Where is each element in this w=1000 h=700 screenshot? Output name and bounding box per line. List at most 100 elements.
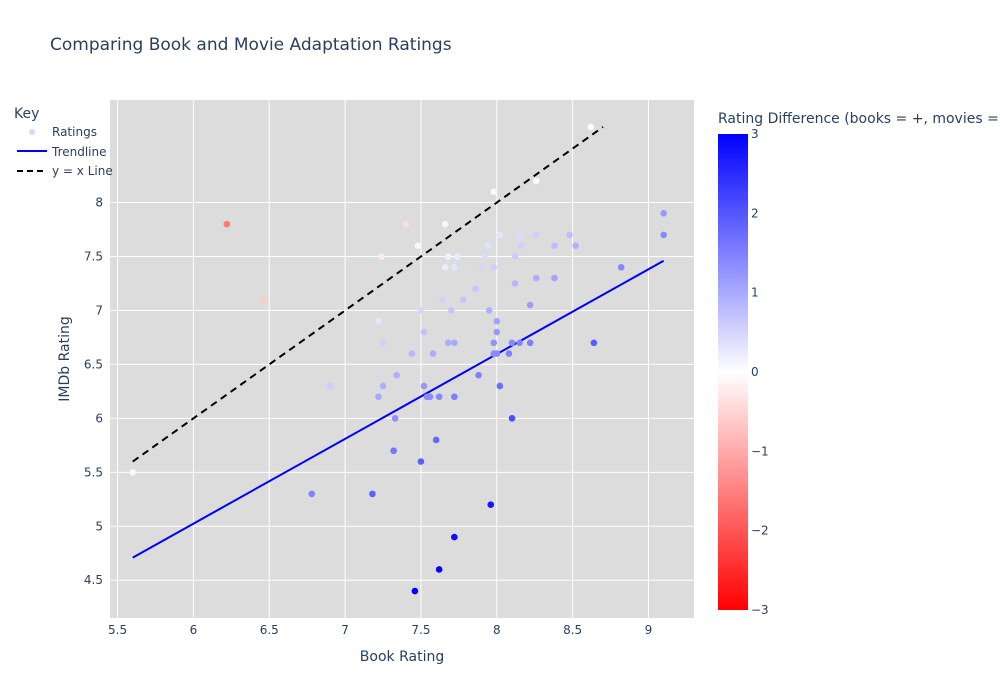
data-point[interactable] [435,566,443,573]
data-point[interactable] [660,231,667,239]
data-point[interactable] [451,263,458,271]
data-point[interactable] [493,317,501,325]
data-point[interactable] [484,242,492,249]
data-point[interactable] [454,253,461,260]
x-tick-label: 8.5 [563,623,582,637]
x-tick-label: 7 [341,623,349,637]
data-point[interactable] [441,263,449,271]
data-point[interactable] [390,447,397,455]
y-tick-labels: 4.5 5 5.5 6 6.5 7 7.5 8 [84,196,103,588]
data-point[interactable] [478,263,485,271]
data-point[interactable] [447,307,455,314]
data-point[interactable] [393,371,400,379]
data-point[interactable] [432,436,440,444]
colorbar-tick-label: −3 [751,603,769,617]
grid-lines [110,100,694,618]
data-point[interactable] [517,242,525,249]
y-tick-label: 7 [95,303,103,317]
data-point[interactable] [444,253,452,260]
x-tick-label: 5.5 [108,623,127,637]
data-point[interactable] [496,231,504,239]
y-equals-x-line [132,126,604,463]
data-point[interactable] [566,231,573,239]
data-point[interactable] [378,253,385,260]
colorbar-tick-label: 2 [751,206,759,220]
legend-ratings-marker [29,129,35,135]
data-point[interactable] [414,242,422,249]
data-point[interactable] [451,533,458,541]
data-point[interactable] [526,301,534,309]
x-tick-label: 9 [645,623,653,637]
data-point[interactable] [514,231,522,239]
data-point[interactable] [496,382,504,390]
data-point[interactable] [516,339,523,347]
data-point[interactable] [308,490,316,498]
colorbar-tick-label: −1 [751,444,769,458]
data-point[interactable] [490,263,498,271]
x-tick-label: 6 [190,623,198,637]
data-point[interactable] [590,339,598,347]
data-point[interactable] [259,296,267,303]
data-point[interactable] [369,490,376,498]
data-point[interactable] [481,253,488,260]
data-point[interactable] [572,242,579,249]
y-tick-label: 6 [95,411,103,425]
data-point[interactable] [460,296,467,303]
data-point[interactable] [472,285,479,293]
data-point[interactable] [411,587,419,595]
data-point[interactable] [526,339,534,347]
colorbar-title: Rating Difference (books = +, movies = -… [718,111,1000,127]
x-tick-label: 7.5 [411,623,430,637]
data-point[interactable] [532,231,540,239]
data-point[interactable] [451,393,458,401]
data-point[interactable] [429,350,437,357]
data-point[interactable] [223,220,231,228]
data-point[interactable] [417,458,425,465]
data-point[interactable] [508,339,516,347]
legend[interactable]: Key Ratings Trendline y = x Line [14,106,113,178]
data-point[interactable] [444,339,452,347]
data-point[interactable] [490,339,498,347]
data-point[interactable] [551,242,558,249]
data-point[interactable] [435,393,443,401]
data-point[interactable] [487,501,495,508]
data-point[interactable] [660,210,667,217]
data-point[interactable] [508,415,516,422]
data-point[interactable] [129,469,137,476]
data-point[interactable] [402,220,410,228]
data-point[interactable] [532,177,540,185]
data-point[interactable] [505,350,513,357]
data-point[interactable] [408,350,416,357]
data-point[interactable] [617,263,625,271]
data-point[interactable] [379,382,387,390]
data-point[interactable] [426,393,434,401]
data-point[interactable] [587,123,595,131]
data-point[interactable] [420,382,428,390]
trend-lines [132,126,665,559]
legend-title: Key [14,106,39,122]
data-point[interactable] [417,307,425,314]
data-point[interactable] [441,220,449,228]
data-point[interactable] [375,393,382,401]
data-point[interactable] [551,274,558,282]
colorbar-tick-label: 1 [751,286,759,300]
data-point[interactable] [379,339,387,347]
data-point[interactable] [475,371,482,379]
data-point[interactable] [420,328,428,336]
data-point[interactable] [451,339,458,347]
data-point[interactable] [493,350,501,357]
data-point[interactable] [391,415,399,422]
y-tick-label: 5 [95,519,103,533]
data-point[interactable] [485,307,493,314]
data-point[interactable] [438,296,446,303]
data-point[interactable] [511,280,519,287]
data-point[interactable] [490,188,498,196]
data-point[interactable] [326,382,334,390]
data-point[interactable] [511,253,519,260]
legend-trendline-label: Trendline [51,145,107,159]
colorbar-tick-labels: 3 2 1 0 −1 −2 −3 [751,127,769,617]
data-point[interactable] [375,317,382,325]
data-point[interactable] [532,274,540,282]
data-point[interactable] [493,328,501,336]
